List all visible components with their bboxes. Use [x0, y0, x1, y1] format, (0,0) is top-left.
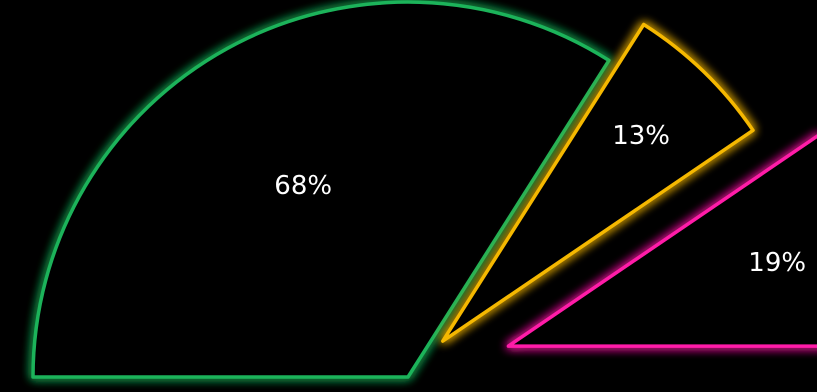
- slice-label-68: 68%: [274, 171, 332, 201]
- slice-label-13: 13%: [612, 121, 670, 151]
- slice-group-0: 68%: [31, 0, 611, 379]
- slice-group-2: 19%: [506, 134, 817, 348]
- pie-slice-19[interactable]: [506, 134, 817, 348]
- slice-label-19: 19%: [748, 248, 806, 278]
- pie-slice-13[interactable]: [441, 22, 755, 343]
- slice-group-1: 13%: [441, 22, 755, 343]
- pie-slice-68[interactable]: [31, 0, 611, 379]
